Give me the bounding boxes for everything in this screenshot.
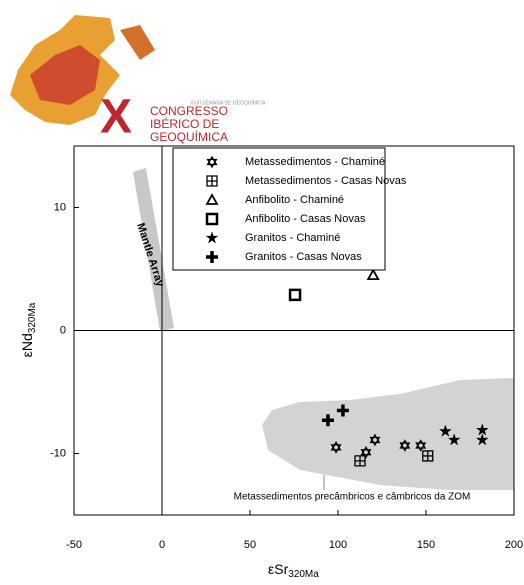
legend-label: Granitos - Casas Novas [245, 251, 362, 263]
logo-flask [120, 25, 155, 60]
logo-line3: GEOQUÍMICA [150, 129, 228, 144]
y-axis-label: εNd320Ma [19, 302, 38, 357]
x-tick-label: 50 [244, 539, 256, 551]
logo-numeral: X [100, 91, 132, 144]
field-label: Metassedimentos precâmbricos e câmbricos… [234, 492, 471, 503]
legend-label: Metassedimentos - Casas Novas [245, 175, 407, 187]
y-tick-label: 0 [60, 324, 66, 336]
x-label-main: εSr [268, 561, 289, 577]
marker-triangle [368, 270, 378, 279]
legend-label: Anfibolito - Casas Novas [245, 213, 366, 225]
y-tick-label: -10 [50, 447, 66, 459]
marker-square [290, 290, 300, 300]
x-tick-label: 100 [329, 539, 347, 551]
x-axis-label: εSr320Ma [268, 561, 319, 580]
legend-label: Anfibolito - Chaminé [245, 194, 344, 206]
x-tick-label: -50 [66, 539, 82, 551]
legend-label: Granitos - Chaminé [245, 232, 340, 244]
y-tick-label: 10 [54, 201, 66, 213]
x-label-sub: 320Ma [288, 569, 319, 580]
logo-line1: CONGRESSO [150, 104, 228, 118]
x-tick-label: 150 [417, 539, 435, 551]
x-tick-label: 200 [505, 539, 523, 551]
legend-label: Metassedimentos - Chaminé [245, 156, 385, 168]
x-tick-label: 0 [159, 539, 165, 551]
page: XVIII SEMANA DE GEOQUÍMICA X CONGRESSO I… [0, 0, 524, 580]
logo-line2: IBÉRICO DE [150, 116, 219, 131]
logo: XVIII SEMANA DE GEOQUÍMICA X CONGRESSO I… [10, 15, 266, 144]
y-label-main: εNd [19, 333, 35, 357]
y-label-sub: 320Ma [27, 302, 38, 333]
zom-field [262, 378, 514, 490]
